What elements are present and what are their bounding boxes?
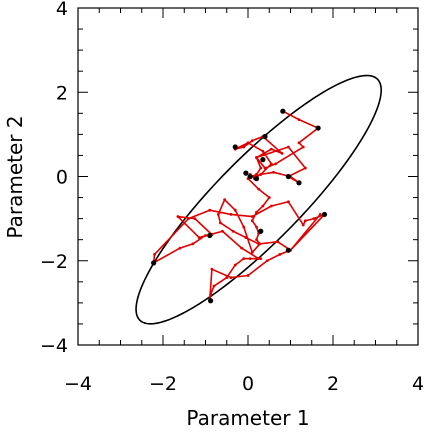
y-tick-label: −2 [40, 251, 68, 273]
marked-point [151, 260, 157, 266]
marked-point [321, 211, 328, 218]
trajectory-point [250, 219, 254, 223]
marked-point [247, 173, 253, 180]
trajectory-point [261, 204, 265, 208]
trajectory-point [272, 170, 275, 174]
trajectory-point [229, 213, 233, 216]
marked-point [296, 180, 302, 186]
trajectory-point [255, 210, 258, 214]
trajectory-point [216, 213, 220, 216]
trajectory-point [255, 156, 258, 159]
trajectory-point [178, 246, 182, 250]
trajectory-point [223, 198, 227, 202]
trajectory-point [255, 225, 258, 229]
trajectory-point [257, 187, 261, 191]
trajectory-point [267, 196, 271, 199]
trajectory-point [176, 215, 180, 218]
trajectory-point [269, 204, 273, 208]
trajectory-point [209, 293, 213, 296]
marked-point [260, 157, 266, 163]
trajectory-point [286, 200, 290, 204]
trajectory-point [250, 250, 254, 254]
marked-point [280, 108, 286, 114]
x-tick-label: 0 [242, 373, 254, 395]
trajectory-point [257, 242, 261, 246]
trajectory-point [269, 162, 273, 166]
trajectory-point [297, 141, 301, 145]
trajectory-point [286, 145, 290, 149]
trajectory-point [210, 267, 214, 271]
trajectory-point [257, 257, 261, 261]
trajectory-point [244, 236, 248, 239]
trajectory-point [233, 208, 237, 212]
x-tick-label: −2 [149, 373, 177, 395]
trajectory-point [153, 253, 156, 256]
y-axis-label: Parameter 2 [3, 115, 27, 238]
trajectory-point [242, 225, 246, 229]
marked-point [208, 298, 214, 304]
trajectory-point [250, 215, 254, 218]
trajectory-point [280, 151, 284, 155]
trajectory-point [303, 219, 307, 223]
marked-point [285, 173, 291, 180]
trajectory-point [255, 238, 258, 242]
x-tick-label: 2 [327, 373, 339, 395]
trajectory-point [263, 166, 267, 170]
trajectory-point [208, 208, 212, 212]
trajectory-point [218, 221, 222, 225]
x-tick-label: 4 [412, 373, 424, 395]
trajectory-point [229, 276, 233, 279]
marked-point [207, 232, 213, 239]
trajectory-point [259, 166, 263, 170]
trajectory-point [274, 162, 278, 166]
trajectory-point [246, 141, 250, 145]
trajectory-point [265, 259, 269, 263]
marked-point [253, 176, 260, 182]
y-tick-label: 0 [56, 167, 68, 189]
trajectory-point [193, 217, 197, 221]
trajectory-point [242, 257, 246, 261]
trajectory-point [303, 166, 307, 170]
trajectory-point [278, 253, 282, 256]
trajectory-point [233, 263, 237, 267]
trajectory-point [259, 172, 263, 176]
trajectory-point [318, 213, 322, 216]
trajectory-point [297, 118, 301, 122]
confidence-ellipse [135, 74, 382, 325]
trajectory-point [301, 145, 305, 149]
marked-point [243, 170, 249, 176]
trajectory-point [221, 229, 224, 233]
trajectory-point [225, 276, 229, 279]
trajectory-point [269, 147, 273, 151]
trajectory-point [212, 284, 216, 288]
marked-point [232, 144, 238, 150]
trajectory-point [312, 217, 316, 221]
y-tick-label: 4 [56, 0, 68, 20]
trajectory-point [248, 257, 252, 261]
trajectory-point [250, 139, 254, 143]
trajectory-point [255, 172, 258, 176]
trajectory-point [231, 229, 235, 233]
trajectory-line [152, 110, 326, 302]
marked-point [315, 125, 321, 131]
trajectory-point [261, 149, 265, 153]
marked-point [258, 228, 264, 234]
y-tick-label: −4 [40, 335, 68, 357]
trajectory-point [246, 274, 250, 277]
trajectory-point [240, 246, 244, 250]
trajectory-point [187, 217, 190, 221]
trajectory-point [301, 223, 305, 227]
trajectory-point [204, 234, 207, 237]
y-tick-label: 2 [56, 82, 68, 104]
marked-point [285, 247, 291, 253]
trajectory-point [242, 145, 246, 149]
trajectory-point [276, 240, 280, 244]
trajectory-point [259, 257, 263, 261]
trajectory-point [197, 236, 201, 239]
x-tick-label: −4 [64, 373, 92, 395]
trajectory-point [191, 242, 195, 246]
x-axis-label: Parameter 1 [186, 406, 309, 430]
marked-point [262, 133, 268, 140]
